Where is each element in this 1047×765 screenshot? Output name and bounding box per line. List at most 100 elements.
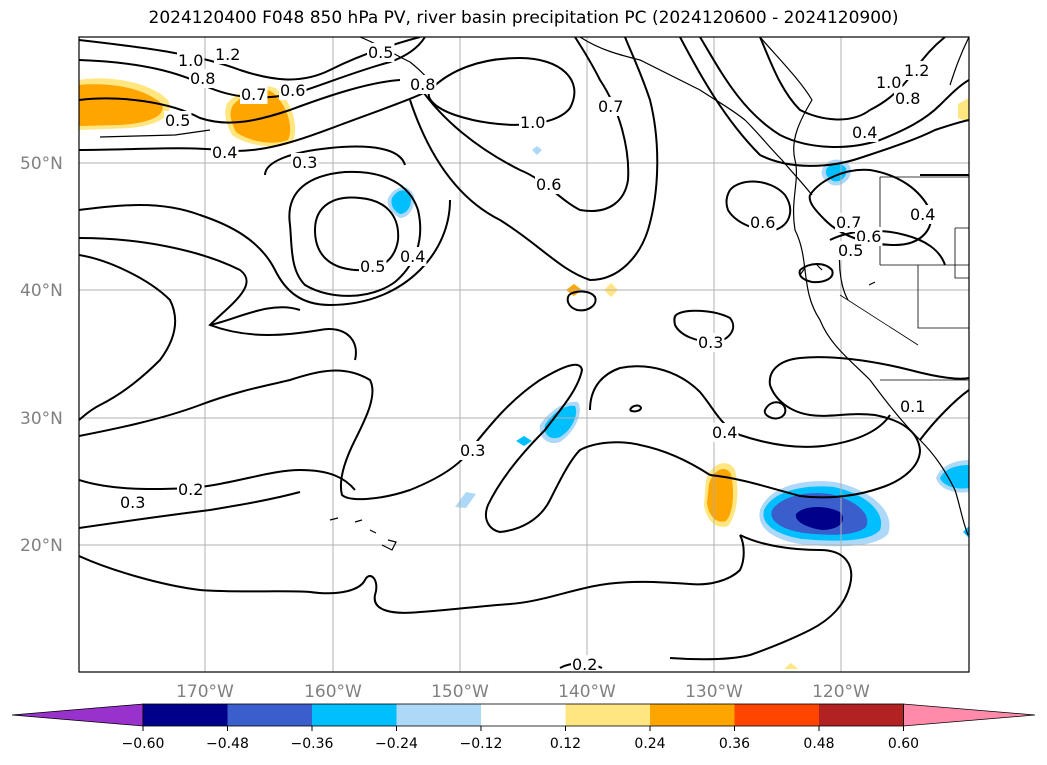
colorbar-segment	[650, 704, 735, 726]
contour-label-halo	[177, 51, 205, 70]
contour-label-halo	[214, 45, 242, 64]
contour-label-halo	[837, 241, 865, 260]
graticule	[79, 37, 969, 672]
lat-label: 20°N	[20, 536, 63, 556]
map-title: 2024120400 F048 850 hPa PV, river basin …	[148, 8, 899, 28]
state-borders	[839, 176, 969, 381]
contour-label-halo	[899, 397, 927, 416]
contour-label-halo	[903, 61, 931, 80]
longitude-labels: 170°W 160°W 150°W 140°W 130°W 120°W	[176, 682, 870, 702]
contour-label-halo	[597, 97, 625, 116]
contour-label-halo	[459, 441, 487, 460]
colorbar-extend-high	[903, 703, 1036, 727]
colorbar-segment	[396, 704, 482, 726]
colorbar-segment	[481, 704, 566, 726]
colorbar-tick-label: 0.48	[803, 736, 834, 752]
contour-label: 0.8	[190, 69, 215, 88]
colorbar-extend-low	[11, 703, 144, 727]
contour-label: 0.4	[400, 247, 425, 266]
lat-label: 40°N	[20, 281, 63, 301]
colorbar-tick-label: −0.36	[291, 736, 334, 752]
contour-label-halo	[749, 213, 777, 232]
colorbar-tick-label: 0.12	[550, 736, 581, 752]
contour-label: 0.6	[280, 81, 305, 100]
contour-label-halo	[697, 333, 725, 352]
contour-label: 1.0	[178, 51, 203, 70]
colorbar-segment	[312, 704, 397, 726]
colorbar-tick-label: −0.24	[375, 736, 418, 752]
colorbar-tick-label: 0.36	[719, 736, 750, 752]
contour-label: 0.5	[360, 257, 385, 276]
contour-label-halo	[571, 655, 599, 672]
lon-label: 130°W	[685, 682, 743, 702]
contour-label: 1.2	[904, 61, 929, 80]
contour-label: 0.8	[895, 89, 920, 108]
contour-label: 0.8	[410, 75, 435, 94]
colorbar: −0.60 −0.48 −0.36 −0.24 −0.12 0.12 0.24 0.36 0.4…	[11, 703, 1036, 752]
colorbar-outline	[142, 703, 904, 727]
contour-label: 0.3	[120, 493, 145, 512]
lat-label: 50°N	[20, 154, 63, 174]
precip-negative-area	[516, 436, 532, 446]
contour-label-halo	[359, 257, 387, 276]
contour-label: 0.4	[712, 423, 737, 442]
contour-label-halo	[399, 247, 427, 266]
precip-positive-area	[784, 663, 798, 669]
contour-label: 0.6	[536, 175, 561, 194]
contour-label: 0.5	[368, 43, 393, 62]
precip-negative-area	[795, 506, 844, 530]
contour-label-halo	[851, 123, 879, 142]
colorbar-tick-label: −0.12	[460, 736, 503, 752]
contour-label: 1.0	[520, 113, 545, 132]
lon-label: 160°W	[304, 682, 362, 702]
colorbar-tick-label: −0.48	[206, 736, 249, 752]
contour-label: 0.4	[852, 123, 877, 142]
contour-label-halo	[519, 113, 547, 132]
colorbar-tick-label: 0.24	[634, 736, 665, 752]
colorbar-segment	[565, 704, 651, 726]
contour-label: 0.4	[212, 143, 237, 162]
pv-contours	[79, 37, 969, 669]
precip-positive-area	[958, 98, 969, 122]
contour-label: 0.1	[900, 397, 925, 416]
contour-label: 0.7	[241, 85, 266, 104]
contour-label: 0.3	[460, 441, 485, 460]
colorbar-segment	[734, 704, 820, 726]
contour-label-halo	[909, 205, 937, 224]
map-frame	[78, 36, 970, 673]
contour-label-halo	[240, 85, 268, 104]
contour-label: 0.2	[178, 480, 203, 499]
colorbar-segment	[819, 704, 904, 726]
contour-label: 0.6	[750, 213, 775, 232]
colorbar-segment	[143, 704, 228, 726]
contour-label: 1.0	[876, 73, 901, 92]
contour-labels: 1.0 1.2 0.8 0.5 0.7 0.6 0.5 0.4 0.3 0.8 …	[119, 43, 937, 674]
contour-label-halo	[164, 111, 192, 130]
precip-negative-area	[544, 405, 577, 439]
lon-label: 120°W	[812, 682, 870, 702]
contour-label-halo	[211, 143, 239, 162]
contour-label-halo	[291, 153, 319, 172]
contour-label-halo	[535, 175, 563, 194]
contour-label: 0.3	[698, 333, 723, 352]
lon-label: 150°W	[431, 682, 489, 702]
contour-label-halo	[177, 480, 205, 499]
lat-label: 30°N	[20, 409, 63, 429]
colorbar-segment	[227, 704, 313, 726]
contour-label-halo	[189, 69, 217, 88]
contour-label: 0.7	[598, 97, 623, 116]
contour-label-halo	[119, 493, 147, 512]
lon-label: 140°W	[558, 682, 616, 702]
contour-label: 0.4	[910, 205, 935, 224]
precip-negative-area	[532, 146, 542, 155]
contour-label: 0.5	[165, 111, 190, 130]
contour-label-halo	[894, 89, 922, 108]
contour-label: 0.3	[292, 153, 317, 172]
contour-label: 1.2	[215, 45, 240, 64]
contour-label-halo	[279, 81, 307, 100]
precip-positive-area	[79, 84, 163, 126]
contour-label-halo	[409, 75, 437, 94]
contour-label: 0.2	[572, 655, 597, 674]
contour-label-halo	[875, 73, 903, 92]
contour-label-halo	[367, 43, 395, 62]
